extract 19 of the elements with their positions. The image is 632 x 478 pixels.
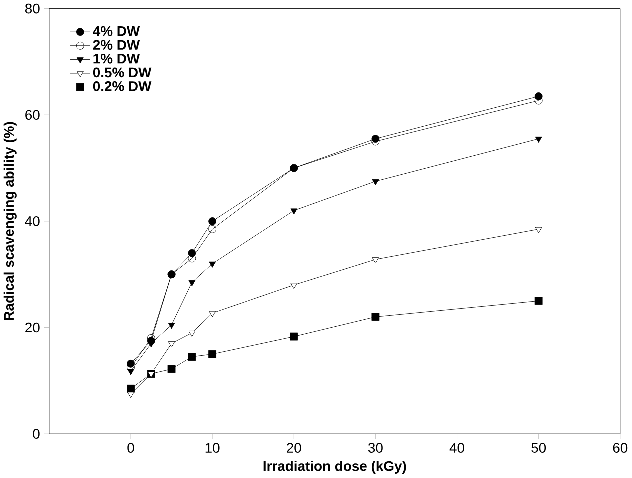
x-tick-label: 10 <box>206 443 220 454</box>
x-axis-title: Irradiation dose (kGy) <box>264 461 406 474</box>
y-tick-label: 20 <box>26 322 40 333</box>
legend-label: 1% DW <box>94 54 140 64</box>
x-tick-label: 50 <box>532 443 546 454</box>
y-tick-label: 60 <box>26 110 40 120</box>
y-tick-label: 0 <box>33 429 40 440</box>
legend-label: 2% DW <box>93 40 140 50</box>
y-axis-title: Radical scavenging ability (%) <box>4 122 17 320</box>
x-tick-label: 40 <box>450 443 464 454</box>
x-tick-label: 0 <box>128 443 134 454</box>
y-tick-label: 80 <box>25 4 40 14</box>
x-tick-label: 20 <box>287 443 302 454</box>
legend-label: 0.5% DW <box>93 68 152 78</box>
legend-label: 4% DW <box>93 26 140 36</box>
x-tick-label: 60 <box>613 443 628 454</box>
y-tick-label: 40 <box>25 216 40 226</box>
legend-label: 0.2% DW <box>93 82 152 92</box>
x-tick-label: 30 <box>368 443 383 454</box>
